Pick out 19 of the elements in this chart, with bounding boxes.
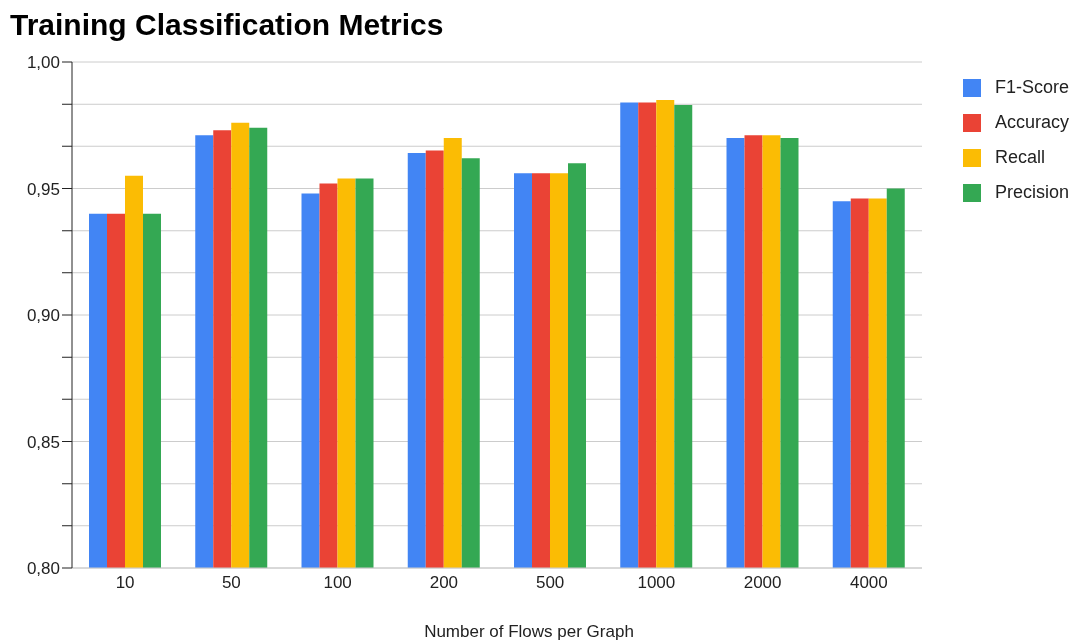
x-tick-label: 10 — [115, 573, 135, 593]
y-tick-label: 0,85 — [26, 432, 60, 452]
x-tick-label: 100 — [323, 573, 352, 593]
legend-label: Precision — [995, 182, 1070, 203]
x-tick-label: 4000 — [849, 573, 888, 593]
x-tick-label: 1000 — [637, 573, 676, 593]
legend-label: F1-Score — [995, 77, 1070, 98]
y-tick-label: 1,00 — [26, 53, 60, 73]
x-tick-label: 500 — [535, 573, 565, 593]
legend-label: Recall — [995, 147, 1046, 168]
x-tick-label: 50 — [221, 573, 241, 593]
x-tick-label: 200 — [429, 573, 459, 593]
legend-label: Accuracy — [995, 112, 1070, 133]
chart-title: Training Classification Metrics — [10, 8, 445, 43]
y-tick-label: 0,80 — [26, 559, 60, 579]
y-tick-label: 0,95 — [26, 179, 60, 199]
x-axis-title: Number of Flows per Graph — [423, 622, 635, 642]
x-tick-label: 2000 — [743, 573, 782, 593]
y-tick-label: 0,90 — [26, 306, 60, 326]
